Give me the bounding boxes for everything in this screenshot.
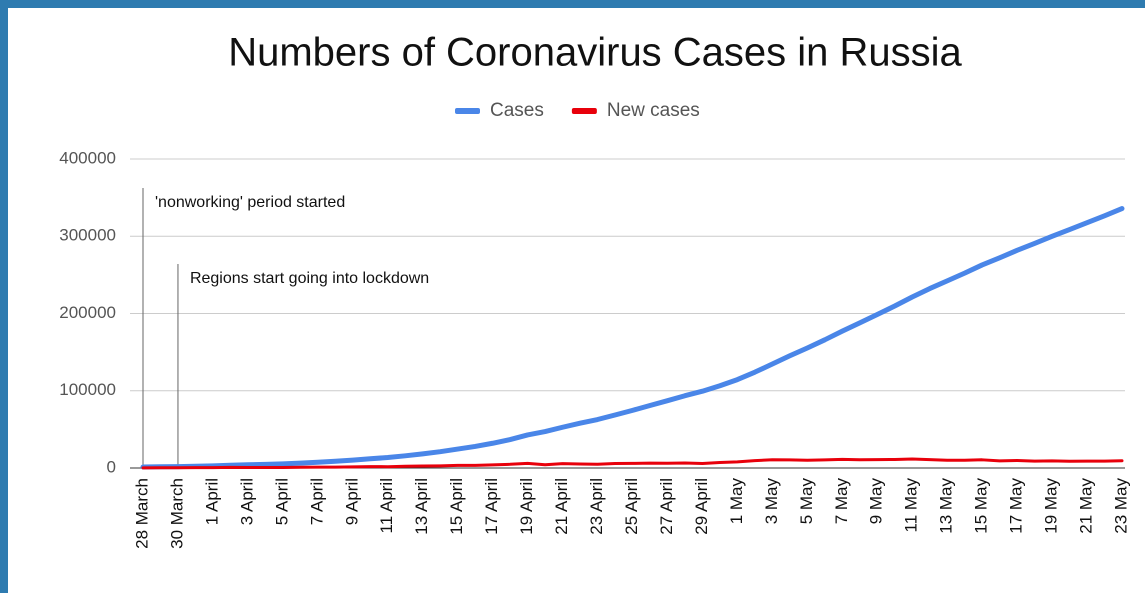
x-tick-label: 9 May <box>867 478 886 525</box>
x-tick-label: 28 March <box>132 478 151 549</box>
x-tick-label: 23 April <box>587 478 606 535</box>
annotation: 'nonworking' period started <box>155 194 345 211</box>
x-tick-label: 1 April <box>202 478 221 525</box>
annotation: Regions start going into lockdown <box>190 270 429 287</box>
x-tick-label: 11 April <box>377 478 396 533</box>
legend-label: New cases <box>607 100 700 121</box>
x-tick-label: 25 April <box>622 478 641 535</box>
x-tick-label: 17 May <box>1007 478 1026 534</box>
x-tick-label: 30 March <box>167 478 186 549</box>
x-tick-label: 23 May <box>1111 478 1130 534</box>
x-tick-label: 21 May <box>1077 478 1096 534</box>
y-tick-label: 100000 <box>59 380 116 399</box>
x-tick-label: 19 April <box>517 478 536 535</box>
y-tick-label: 0 <box>107 457 116 476</box>
legend-label: Cases <box>490 100 544 121</box>
x-tick-label: 29 April <box>692 478 711 535</box>
x-tick-label: 21 April <box>552 478 571 535</box>
x-tick-label: 13 April <box>412 478 431 535</box>
y-tick-label: 300000 <box>59 226 116 245</box>
x-tick-label: 17 April <box>482 478 501 535</box>
x-tick-label: 7 April <box>307 478 326 525</box>
y-tick-label: 400000 <box>59 148 116 167</box>
x-tick-label: 5 May <box>797 478 816 525</box>
series-line <box>140 206 1125 470</box>
x-tick-label: 3 May <box>762 478 781 525</box>
x-tick-label: 3 April <box>237 478 256 525</box>
x-tick-label: 1 May <box>727 478 746 525</box>
x-tick-label: 15 May <box>972 478 991 534</box>
legend-swatch <box>571 108 597 114</box>
x-tick-label: 19 May <box>1042 478 1061 534</box>
x-tick-label: 13 May <box>937 478 956 534</box>
series-line <box>141 457 1124 470</box>
x-tick-label: 7 May <box>832 478 851 525</box>
x-tick-label: 15 April <box>447 478 466 535</box>
legend: Cases New cases <box>455 100 700 121</box>
x-tick-label: 27 April <box>657 478 676 535</box>
legend-swatch <box>455 108 480 114</box>
y-tick-label: 200000 <box>59 303 116 322</box>
chart-title: Numbers of Coronavirus Cases in Russia <box>228 31 962 75</box>
x-tick-label: 5 April <box>272 478 291 525</box>
x-tick-label: 9 April <box>342 478 361 525</box>
chart: Numbers of Coronavirus Cases in Russia 0… <box>8 8 1145 593</box>
x-tick-label: 11 May <box>902 478 921 533</box>
